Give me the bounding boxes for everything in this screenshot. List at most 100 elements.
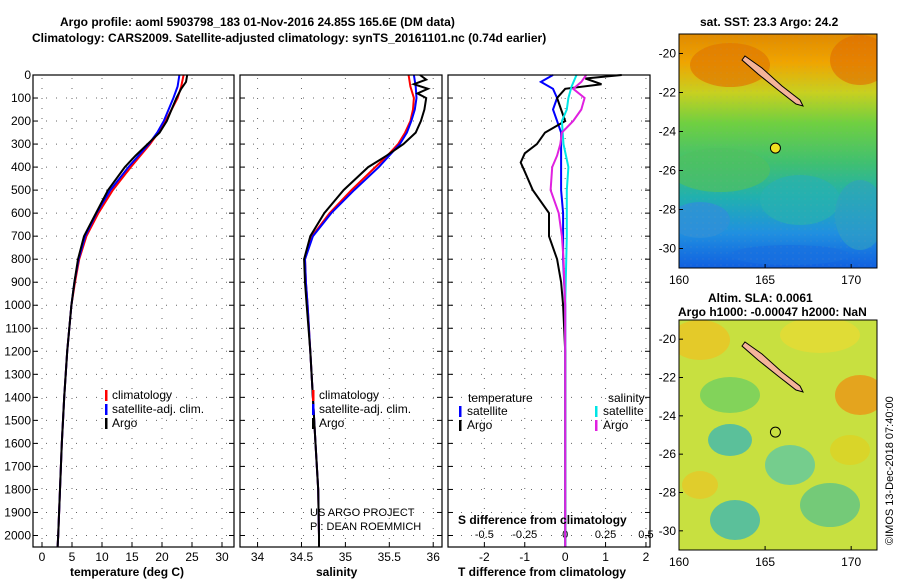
x-tick-label: 25 <box>185 550 199 564</box>
legend-label: climatology <box>112 388 172 402</box>
sst-map-axes: 160 165 170 -20 -22 -24 -26 -28 -30 <box>659 47 862 288</box>
credit-project: US ARGO PROJECT <box>310 507 415 519</box>
series-line-argo <box>549 74 588 547</box>
x-tick-label: 5 <box>69 550 76 564</box>
x-tick-label: 0 <box>39 550 46 564</box>
header-line-2: Climatology: CARS2009. Satellite-adjuste… <box>32 31 546 45</box>
map-lat-label: -28 <box>659 203 677 217</box>
y-tick-label: 100 <box>11 91 31 105</box>
x-tick-label: 35.5 <box>378 550 402 564</box>
y-tick-label: 1200 <box>4 344 31 358</box>
legend-swatch <box>595 420 598 431</box>
legend-label: satellite <box>603 404 644 418</box>
legend-swatch <box>459 420 462 431</box>
legend-swatch <box>595 406 598 417</box>
y-tick-label: 1300 <box>4 367 31 381</box>
map-lat-label: -20 <box>659 47 677 61</box>
salinity-xlabel: salinity <box>316 565 358 579</box>
series-line-satellite-adj-clim- <box>56 74 181 548</box>
y-tick-label: 0 <box>24 68 31 82</box>
header-line-1: Argo profile: aoml 5903798_183 01-Nov-20… <box>60 15 455 29</box>
sla-map-axes: 160 165 170 -20 -22 -24 -26 -28 -30 <box>659 332 862 569</box>
legend-swatch <box>105 418 108 429</box>
map-lon-label: 160 <box>669 555 689 569</box>
map-lat-label: -22 <box>659 86 677 100</box>
y-tick-label: 200 <box>11 114 31 128</box>
x-tick-label: 30 <box>215 550 229 564</box>
y-tick-label: 1000 <box>4 298 31 312</box>
y-tick-label: 1400 <box>4 390 31 404</box>
legend-label: climatology <box>319 388 379 402</box>
x-tick-label: 34.5 <box>290 550 314 564</box>
y-tick-label: 1800 <box>4 482 31 496</box>
x2-tick-label: -0.25 <box>512 529 537 541</box>
legend-header-temperature: temperature <box>468 391 533 405</box>
map-lat-label: -22 <box>659 371 677 385</box>
legend-swatch <box>312 418 315 429</box>
map-lat-label: -30 <box>659 524 677 538</box>
map-lat-label: -20 <box>659 332 677 346</box>
map-lon-label: 160 <box>669 273 689 287</box>
sla-map-title-2: Argo h1000: -0.00047 h2000: NaN <box>678 305 867 319</box>
y-tick-label: 300 <box>11 137 31 151</box>
map-lat-label: -24 <box>659 125 677 139</box>
legend-swatch <box>105 404 108 415</box>
y-tick-label: 700 <box>11 229 31 243</box>
plot-frame <box>32 74 235 548</box>
sla-map-title-1: Altim. SLA: 0.0061 <box>708 291 813 305</box>
y-tick-label: 900 <box>11 275 31 289</box>
map-lon-label: 165 <box>755 555 775 569</box>
x-tick-label: -1 <box>519 550 530 564</box>
temperature-panel: 0100200300400500600700800900100011001200… <box>4 68 235 564</box>
s-difference-xlabel: S difference from climatology <box>458 513 627 527</box>
plot-frame <box>447 74 651 548</box>
y-tick-label: 1900 <box>4 505 31 519</box>
x-tick-label: 20 <box>155 550 169 564</box>
legend-label: Argo <box>112 416 138 430</box>
legend-label: satellite-adj. clim. <box>319 402 411 416</box>
y-tick-label: 1100 <box>5 321 31 335</box>
legend-label: Argo <box>603 418 629 432</box>
legend-swatch <box>105 390 108 401</box>
map-lon-label: 170 <box>841 555 861 569</box>
series-line-argo <box>519 74 622 547</box>
salinity-panel: 34 34.5 35 35.5 36 climatologysatellite-adj. … <box>239 74 443 564</box>
map-lon-label: 165 <box>755 273 775 287</box>
series-line-argo <box>56 74 189 548</box>
temperature-xlabel: temperature (deg C) <box>70 565 184 579</box>
y-tick-label: 2000 <box>4 528 31 542</box>
x-tick-label: 1 <box>602 550 609 564</box>
y-tick-label: 1700 <box>4 459 31 473</box>
x2-tick-label: 0.5 <box>638 529 653 541</box>
x-tick-label: -2 <box>479 550 490 564</box>
x-tick-label: 34 <box>251 550 265 564</box>
argo-float-marker <box>769 142 781 154</box>
x-tick-label: 36 <box>427 550 441 564</box>
argo-float-marker-2 <box>769 426 781 438</box>
map-lon-label: 170 <box>841 273 861 287</box>
series-line-satellite <box>538 74 567 547</box>
legend-label: Argo <box>319 416 345 430</box>
y-tick-label: 1500 <box>4 413 31 427</box>
legend-label: Argo <box>467 418 493 432</box>
map-lat-label: -30 <box>659 242 677 256</box>
y-tick-label: 600 <box>11 206 31 220</box>
map-lat-label: -26 <box>659 164 677 178</box>
map-lat-label: -26 <box>659 447 677 461</box>
new-caledonia-island <box>741 55 804 107</box>
y-tick-label: 1600 <box>4 436 31 450</box>
sst-map-title: sat. SST: 23.3 Argo: 24.2 <box>700 15 839 29</box>
sla-map <box>678 319 878 551</box>
legend-swatch <box>312 404 315 415</box>
legend-swatch <box>312 390 315 401</box>
x-tick-label: 0 <box>562 550 569 564</box>
x2-tick-label: -0.5 <box>475 529 494 541</box>
y-tick-label: 400 <box>11 160 31 174</box>
new-caledonia-island-2 <box>741 341 804 393</box>
credit-pi: PI: DEAN ROEMMICH <box>310 521 421 533</box>
legend-label: satellite-adj. clim. <box>112 402 204 416</box>
map-lat-label: -28 <box>659 486 677 500</box>
series-line-argo <box>303 74 431 547</box>
